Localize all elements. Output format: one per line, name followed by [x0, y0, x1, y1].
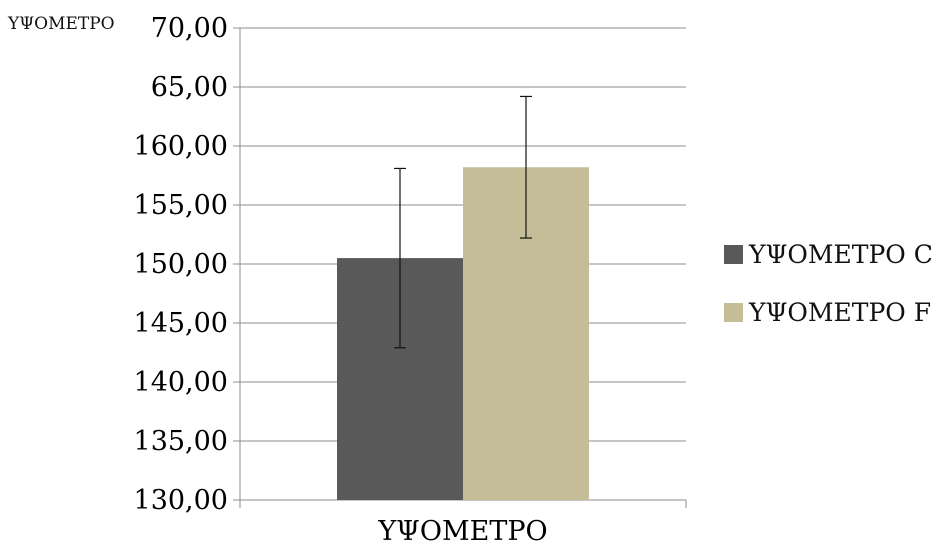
y-tick-label: 145,00 [134, 308, 228, 339]
legend-item-c: ΥΨΟΜΕΤΡΟ C [724, 239, 933, 269]
y-tick-label: 150,00 [134, 249, 228, 280]
y-axis-corner-label: ΥΨΟΜΕΤΡΟ [8, 14, 115, 34]
legend-swatch-f [724, 302, 743, 322]
y-tick-label: 65,00 [151, 72, 228, 103]
y-tick-label: 140,00 [134, 367, 228, 398]
legend-label-c: ΥΨΟΜΕΤΡΟ C [749, 239, 933, 269]
legend-item-f: ΥΨΟΜΕΤΡΟ F [724, 297, 933, 327]
legend: ΥΨΟΜΕΤΡΟ C ΥΨΟΜΕΤΡΟ F [724, 239, 933, 358]
y-tick-label: 70,00 [151, 13, 228, 44]
y-tick-label: 130,00 [134, 485, 228, 516]
legend-label-f: ΥΨΟΜΕΤΡΟ F [749, 297, 932, 327]
y-tick-label: 160,00 [134, 131, 228, 162]
y-tick-label: 135,00 [134, 426, 228, 457]
y-tick-label: 155,00 [134, 190, 228, 221]
legend-swatch-c [724, 244, 743, 264]
x-category-label: ΥΨΟΜΕΤΡΟ [377, 516, 547, 547]
